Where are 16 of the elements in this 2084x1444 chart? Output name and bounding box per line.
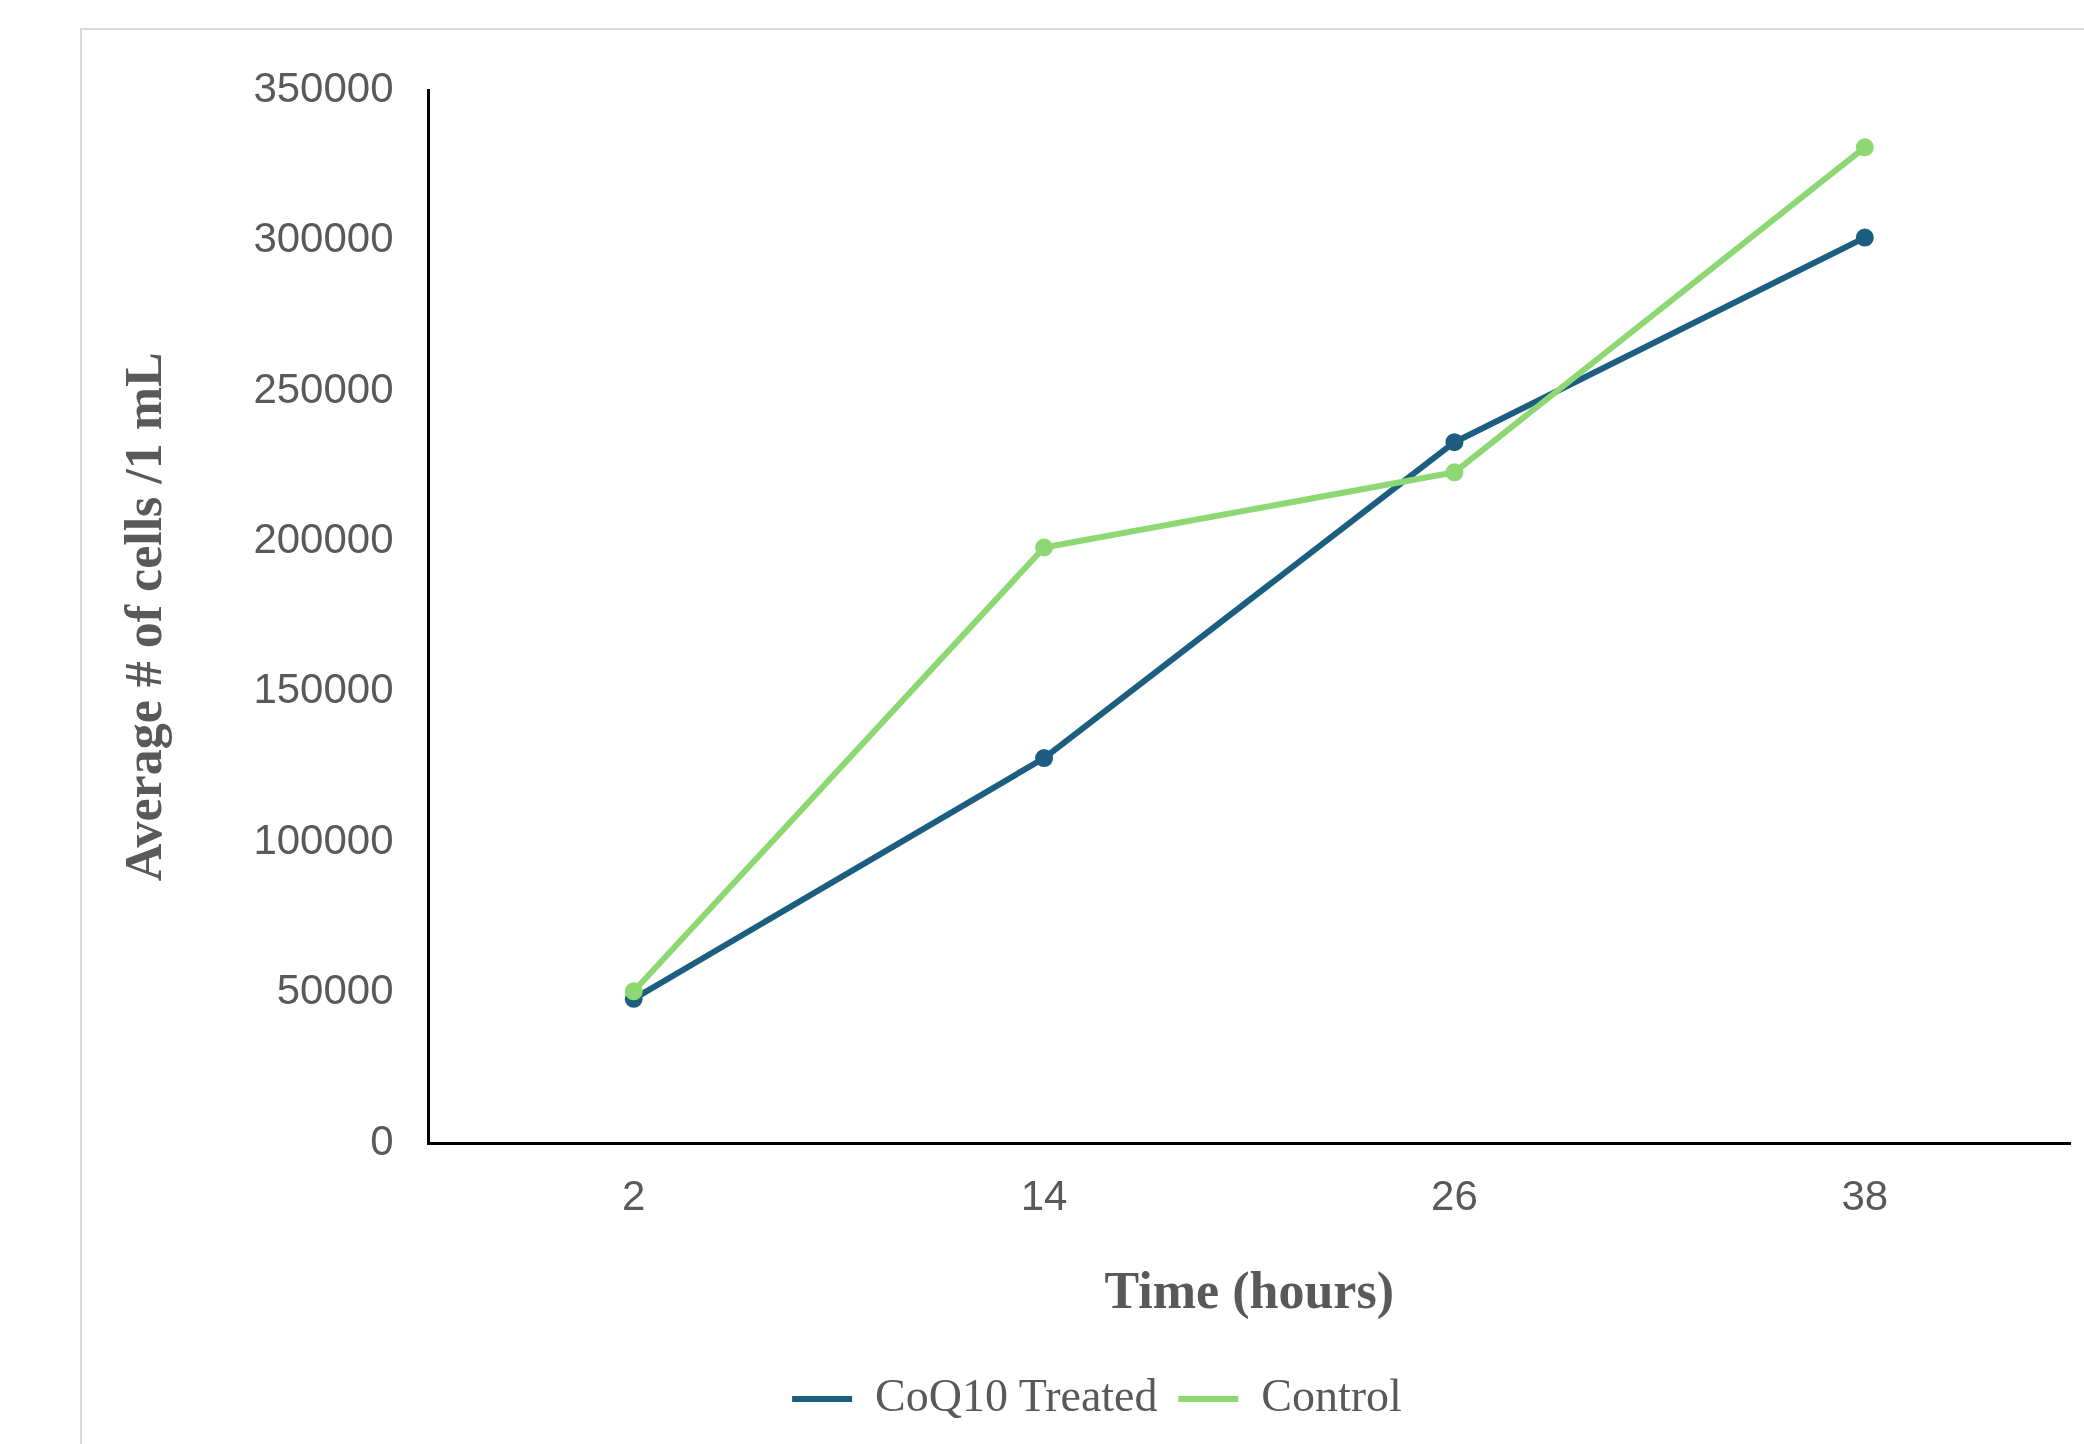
y-tick-label: 150000: [253, 665, 394, 713]
x-tick-label: 14: [1020, 1171, 1068, 1219]
y-tick-label: 0: [370, 1116, 394, 1164]
x-axis-title: Time (hours): [1104, 1262, 1394, 1321]
y-tick-label: 100000: [253, 815, 394, 863]
y-tick-label: 350000: [253, 63, 394, 111]
y-tick-label: 200000: [253, 515, 394, 563]
x-tick-label: 38: [1841, 1171, 1889, 1219]
y-tick-label: 300000: [253, 214, 394, 262]
legend-label: CoQ10 Treated: [875, 1370, 1158, 1422]
y-tick-label: 250000: [253, 364, 394, 412]
y-axis-title: Average # of cells /1 mL: [114, 352, 172, 882]
x-tick-label: 26: [1431, 1171, 1478, 1219]
y-tick-label: 50000: [276, 966, 394, 1014]
x-tick-label: 2: [622, 1171, 646, 1219]
legend-label: Control: [1261, 1370, 1402, 1422]
